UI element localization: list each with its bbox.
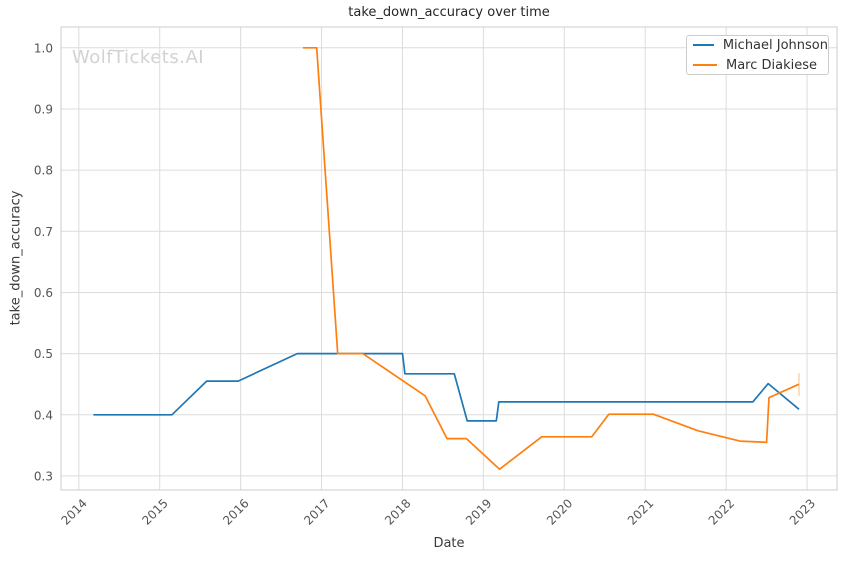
series-line-michael-johnson — [93, 352, 800, 422]
x-tick-label: 2018 — [382, 496, 413, 527]
y-tick-label: 1.0 — [34, 41, 53, 55]
y-tick-label: 0.7 — [34, 225, 53, 239]
x-tick-label: 2017 — [301, 496, 332, 527]
x-tick-label: 2021 — [625, 496, 656, 527]
y-tick-label: 0.9 — [34, 102, 53, 116]
y-tick-label: 0.8 — [34, 164, 53, 178]
y-tick-label: 0.3 — [34, 469, 53, 483]
legend: Michael Johnson Marc Diakiese — [686, 35, 829, 75]
x-tick-label: 2020 — [544, 496, 575, 527]
y-axis-label: take_down_accuracy — [8, 190, 24, 326]
legend-label-marc-diakiese: Marc Diakiese — [726, 57, 818, 73]
y-tick-label: 0.5 — [34, 347, 53, 361]
y-tick-label: 0.6 — [34, 286, 53, 300]
legend-label-michael-johnson: Michael Johnson — [722, 37, 828, 53]
legend-line-sample-orange — [693, 64, 717, 66]
x-tick-label: 2014 — [58, 496, 89, 527]
y-tick-label: 0.4 — [34, 408, 53, 422]
x-tick-label: 2022 — [706, 496, 737, 527]
x-tick-label: 2016 — [220, 496, 251, 527]
legend-item-marc-diakiese: Marc Diakiese — [693, 57, 828, 74]
watermark: WolfTickets.AI — [72, 47, 205, 68]
legend-line-sample-blue — [693, 44, 714, 46]
legend-item-michael-johnson: Michael Johnson — [693, 37, 828, 54]
x-tick-label: 2023 — [787, 496, 818, 527]
x-tick-label: 2015 — [139, 496, 170, 527]
x-axis-label: Date — [433, 536, 465, 551]
chart-title: take_down_accuracy over time — [348, 5, 550, 20]
plot-border — [60, 26, 838, 491]
series-line-marc-diakiese — [302, 46, 800, 471]
x-tick-label: 2019 — [463, 496, 494, 527]
